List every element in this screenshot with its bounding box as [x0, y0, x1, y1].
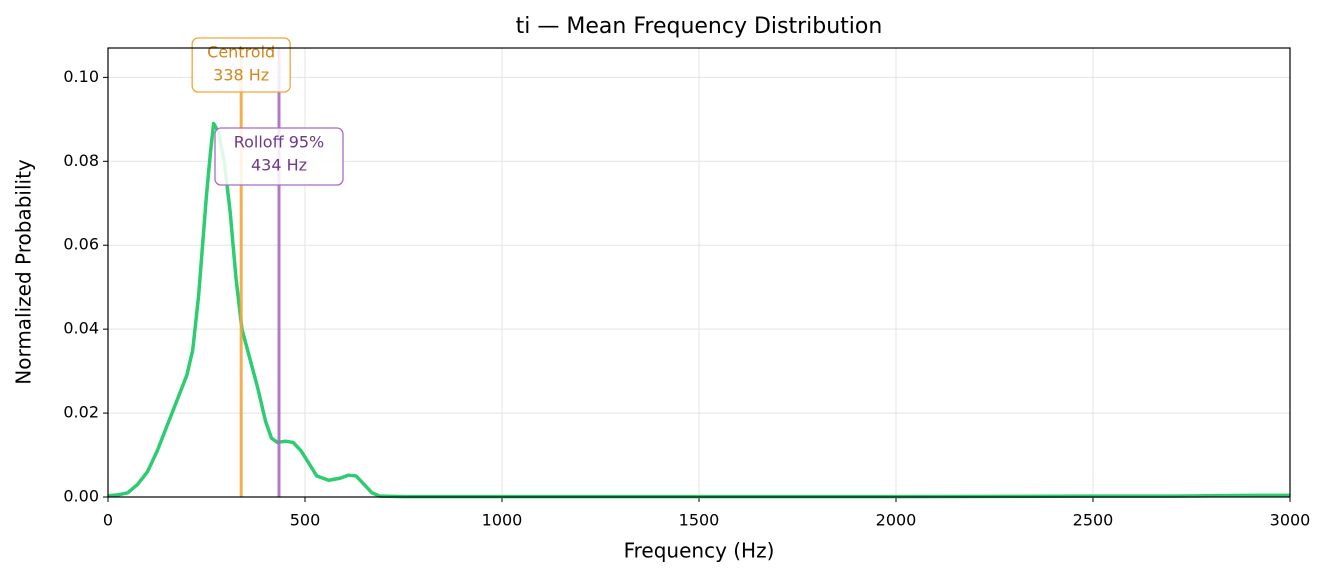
x-tick-label: 3000 [1270, 511, 1311, 530]
y-tick-label: 0.04 [63, 319, 99, 338]
x-tick-label: 2000 [876, 511, 917, 530]
y-tick-label: 0.10 [63, 67, 99, 86]
annotation-value: 434 Hz [251, 156, 307, 175]
x-tick-label: 2500 [1073, 511, 1114, 530]
y-tick-label: 0.06 [63, 235, 99, 254]
x-tick-label: 1500 [679, 511, 720, 530]
annotation-label: Centroid [207, 43, 275, 62]
plot-frame [107, 47, 1291, 498]
x-tick-label: 1000 [482, 511, 523, 530]
annotation-box [191, 37, 291, 93]
y-tick-label: 0.02 [63, 403, 99, 422]
chart-title: ti — Mean Frequency Distribution [516, 14, 883, 39]
x-axis-label: Frequency (Hz) [624, 539, 775, 563]
annotation-box [214, 127, 344, 186]
annotation-label: Rolloff 95% [234, 133, 325, 152]
x-tick-label: 0 [103, 511, 113, 530]
y-axis-label: Normalized Probability [12, 159, 36, 385]
x-tick-label: 500 [290, 511, 321, 530]
y-tick-label: 0.00 [63, 487, 99, 506]
annotation-value: 338 Hz [213, 66, 269, 85]
y-tick-label: 0.08 [63, 151, 99, 170]
